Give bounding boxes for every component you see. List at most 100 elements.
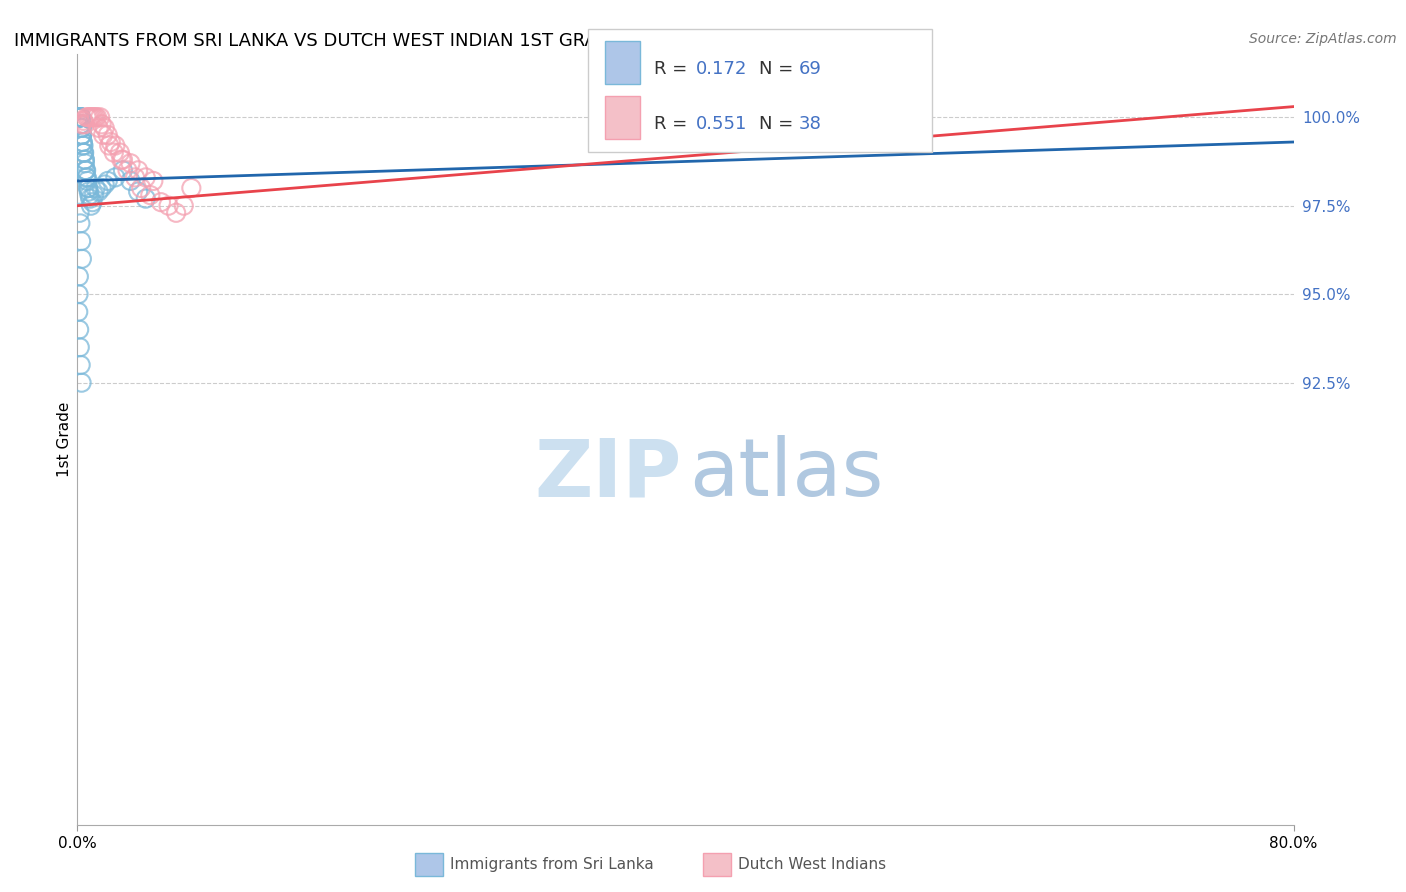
Text: Source: ZipAtlas.com: Source: ZipAtlas.com [1249,32,1396,46]
Point [69,206,91,220]
Point [75,110,97,124]
Point [67,269,90,284]
Point [67,110,90,124]
Point [73,153,96,167]
Point [90,117,112,131]
Point [73,153,96,167]
Point [79,110,101,124]
Point [69,110,91,124]
Point [72,135,94,149]
Point [67,110,90,124]
Point [91,128,114,142]
Point [117,163,139,178]
Text: 38: 38 [799,115,821,133]
Point [124,170,146,185]
Point [675,110,697,124]
Point [70,128,93,142]
Text: N =: N = [759,115,799,133]
Point [69,110,91,124]
Point [75,170,97,185]
Point [79,192,101,206]
Point [82,195,104,210]
Point [70,117,93,131]
Point [103,145,125,160]
Point [70,117,93,131]
Point [73,117,96,131]
Point [67,110,90,124]
Point [135,170,157,185]
Text: R =: R = [654,115,693,133]
Point [87,185,110,199]
Point [108,145,131,160]
Point [173,199,195,213]
Point [77,185,100,199]
Point [69,110,91,124]
Point [93,178,115,192]
Point [135,192,157,206]
Point [149,195,172,210]
Point [72,145,94,160]
Point [75,163,97,178]
Point [97,174,120,188]
Text: ZIP: ZIP [534,435,682,513]
Point [70,376,93,390]
Point [120,156,142,170]
Point [67,287,90,301]
Point [142,174,165,188]
Point [69,110,91,124]
Point [90,181,112,195]
Y-axis label: 1st Grade: 1st Grade [56,401,72,477]
Point [89,110,111,124]
Point [72,113,94,128]
Point [127,163,149,178]
Point [86,110,108,124]
Point [80,110,103,124]
Point [100,135,122,149]
Point [69,216,91,230]
Point [83,110,105,124]
Point [70,252,93,266]
Point [72,138,94,153]
Point [75,163,97,178]
Point [69,110,91,124]
Point [76,170,98,185]
Point [70,117,93,131]
Point [67,305,90,319]
Text: R =: R = [654,60,693,78]
Text: 0.172: 0.172 [696,60,748,78]
Point [72,135,94,149]
Point [165,206,187,220]
Point [70,110,93,124]
Point [69,110,91,124]
Point [80,199,103,213]
Point [70,234,93,248]
Point [104,138,127,153]
Point [67,110,90,124]
Point [73,145,96,160]
Text: IMMIGRANTS FROM SRI LANKA VS DUTCH WEST INDIAN 1ST GRADE CORRELATION CHART: IMMIGRANTS FROM SRI LANKA VS DUTCH WEST … [14,32,823,50]
Point [69,110,91,124]
Point [77,110,100,124]
Point [70,128,93,142]
Point [70,120,93,135]
Point [104,170,127,185]
Point [111,153,134,167]
Point [79,188,101,202]
Point [69,110,91,124]
Point [67,110,90,124]
Point [129,181,152,195]
Point [70,120,93,135]
Point [73,145,96,160]
Point [157,199,180,213]
Point [83,188,105,202]
Point [87,120,110,135]
Point [69,340,91,354]
Point [77,181,100,195]
Text: atlas: atlas [689,435,883,513]
Text: N =: N = [759,60,799,78]
Point [120,174,142,188]
Point [139,188,162,202]
Point [127,185,149,199]
Point [69,358,91,372]
Point [98,138,121,153]
